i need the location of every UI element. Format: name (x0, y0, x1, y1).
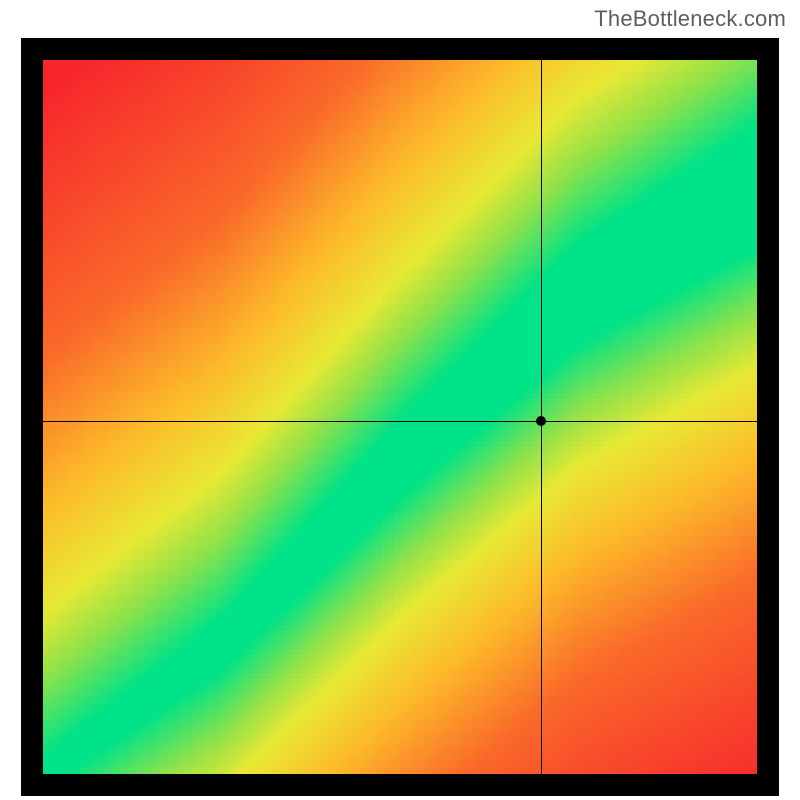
crosshair-horizontal (43, 421, 757, 422)
selection-marker (536, 416, 546, 426)
plot-outer-frame (21, 38, 779, 796)
plot-inner-area (43, 60, 757, 774)
bottleneck-heatmap-canvas (43, 60, 757, 774)
attribution-text: TheBottleneck.com (594, 6, 786, 32)
